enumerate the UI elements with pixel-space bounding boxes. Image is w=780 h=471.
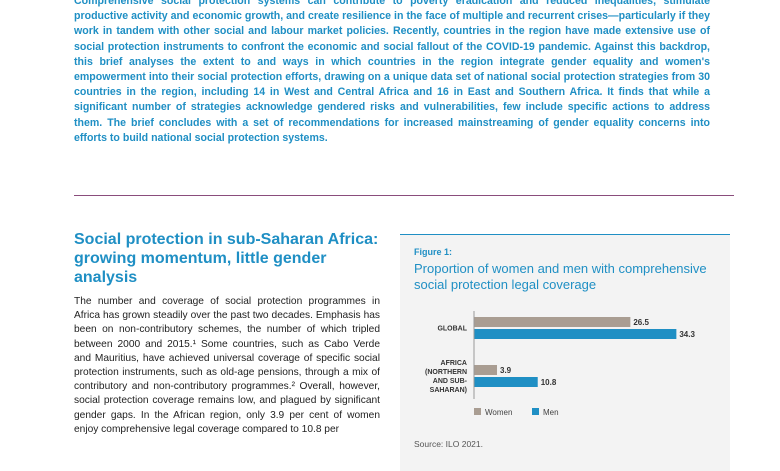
figure-label: Figure 1: <box>414 247 453 257</box>
category-label: GLOBAL <box>437 326 467 333</box>
legend-label-men: Men <box>543 408 559 417</box>
data-label: 10.8 <box>541 378 557 387</box>
figure-panel: Figure 1: Proportion of women and men wi… <box>400 234 730 471</box>
figure-source: Source: ILO 2021. <box>414 439 483 449</box>
data-label: 3.9 <box>500 366 512 375</box>
bar-men <box>474 329 677 339</box>
legend-swatch-men <box>532 408 539 415</box>
intro-paragraph: Comprehensive social protection systems … <box>74 0 710 144</box>
legend-swatch-women <box>474 408 481 415</box>
bar-women <box>474 317 631 327</box>
category-label: SAHARAN) <box>430 387 467 394</box>
category-label: AFRICA <box>441 360 467 367</box>
body-paragraph: The number and coverage of social protec… <box>74 296 380 435</box>
data-label: 26.5 <box>633 318 649 327</box>
bar-women <box>474 365 498 375</box>
bar-men <box>474 377 538 387</box>
bar-chart: GLOBAL 26.5 34.3 AFRICA (NORTHERN AND SUB- SAH… <box>425 311 695 417</box>
category-label: (NORTHERN <box>425 369 467 376</box>
category-label: AND SUB- <box>433 378 468 385</box>
figure-title: Proportion of women and men with compreh… <box>414 261 707 292</box>
legend-label-women: Women <box>485 408 512 417</box>
section-heading: Social protection in sub-Saharan Africa:… <box>74 231 379 286</box>
section-divider <box>74 195 734 196</box>
data-label: 34.3 <box>679 330 695 339</box>
